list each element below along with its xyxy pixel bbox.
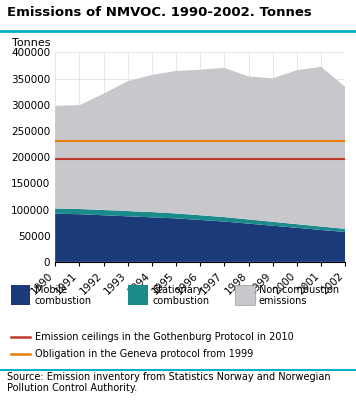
Text: Tonnes: Tonnes [12, 38, 51, 48]
Text: Stationary
combustion: Stationary combustion [152, 285, 209, 306]
Text: Emission ceilings in the Gothenburg Protocol in 2010: Emission ceilings in the Gothenburg Prot… [35, 332, 293, 342]
Text: Emissions of NMVOC. 1990-2002. Tonnes: Emissions of NMVOC. 1990-2002. Tonnes [7, 6, 312, 19]
Text: Obligation in the Geneva protocol from 1999: Obligation in the Geneva protocol from 1… [35, 349, 253, 359]
Text: Mobile
combustion: Mobile combustion [35, 285, 91, 306]
Text: Source: Emission inventory from Statistics Norway and Norwegian
Pollution Contro: Source: Emission inventory from Statisti… [7, 372, 331, 393]
Text: Non-combustion
emissions: Non-combustion emissions [259, 285, 339, 306]
